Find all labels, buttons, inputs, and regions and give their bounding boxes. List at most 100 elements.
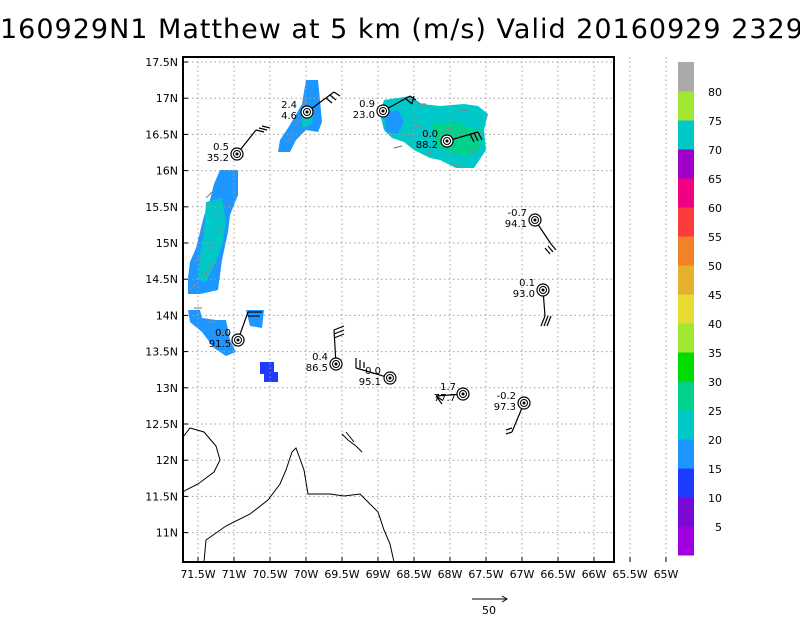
colorbar-label: 20 [708, 434, 722, 447]
station-value-bottom: 35.2 [207, 153, 229, 164]
lat-tick-label: 16N [156, 165, 178, 178]
wind-vector [301, 99, 307, 107]
wind-vector [216, 225, 223, 233]
lat-tick-label: 13N [156, 382, 178, 395]
wind-vector [213, 209, 221, 217]
colorbar-label: 40 [708, 318, 722, 331]
colorbar-segment [678, 207, 694, 237]
colorbar-label: 60 [708, 202, 722, 215]
station-value-bottom: 93.0 [513, 289, 535, 300]
lon-tick-label: 66.5W [540, 568, 575, 581]
wind-barb [333, 91, 341, 97]
wind-vector [411, 125, 421, 129]
wind-barb [547, 245, 554, 253]
colorbar-label: 10 [708, 492, 722, 505]
station-value-bottom: 77.7 [434, 393, 456, 404]
colorbar-segment [678, 91, 694, 121]
lon-tick-label: 68.5W [396, 568, 431, 581]
lat-tick-label: 11N [156, 527, 178, 540]
wind-vector [225, 342, 233, 347]
wind-barb [473, 132, 479, 142]
wind-vector [209, 261, 217, 268]
station-plot: 0.091.5 [209, 311, 262, 350]
lon-tick-label: 70W [294, 568, 319, 581]
station-ring-inner [233, 150, 241, 158]
lon-tick-label: 66W [582, 568, 607, 581]
station-value-bottom: 97.3 [494, 402, 516, 413]
coastline [182, 427, 395, 563]
station-value-bottom: 4.6 [281, 111, 297, 122]
station-plot: 0.193.0 [513, 278, 552, 327]
station-dot [533, 218, 537, 222]
station-value-top: 0.9 [359, 99, 375, 110]
lat-tick-label: 17N [156, 92, 178, 105]
wind-barb [546, 315, 552, 327]
colorbar-label: 50 [708, 260, 722, 273]
station-value-top: 0.4 [312, 352, 328, 363]
wind-barb [333, 329, 345, 335]
data-fill [188, 80, 488, 382]
station-dot [334, 362, 338, 366]
colorbar-label: 25 [708, 405, 722, 418]
station-value-top: 2.4 [281, 100, 297, 111]
colorbar-label: 80 [708, 86, 722, 99]
wind-barb [544, 247, 551, 255]
station-value-bottom: 86.5 [306, 363, 328, 374]
station-ring-inner [443, 137, 451, 145]
lon-tick-label: 67.5W [468, 568, 503, 581]
wind-vector [219, 331, 227, 337]
wind-vector [203, 269, 211, 276]
wind-barb [333, 325, 345, 331]
station-plot: -0.297.3 [494, 391, 531, 435]
colorbar: 5 10 15 20 25 30 35 40 45 50 55 60 65 70 75 80 [678, 62, 722, 556]
wind-barb [540, 315, 546, 327]
lat-tick-label: 15.5N [145, 201, 178, 214]
colorbar-segment [678, 265, 694, 295]
wind-barb [411, 95, 415, 105]
scale-arrow: 50 [472, 595, 508, 617]
wind-vector [205, 191, 213, 199]
station-plot: 0.486.5 [306, 325, 345, 374]
wind-vector [423, 151, 433, 155]
colorbar-label: 5 [715, 521, 722, 534]
colorbar-segment [678, 381, 694, 411]
lon-tick-label: 68W [438, 568, 463, 581]
wind-barb [477, 131, 483, 141]
colorbar-segment [678, 526, 694, 556]
wind-vector [445, 127, 455, 131]
station-ring-inner [234, 336, 242, 344]
colorbar-label: 55 [708, 231, 722, 244]
wind-barb [505, 431, 513, 435]
wind-barb [505, 427, 513, 431]
lat-tick-label: 14N [156, 309, 178, 322]
latitude-axis: 17.5N 17N 16.5N 16N 15.5N 15N 14.5N 14N 13.5N 13N… [145, 56, 188, 540]
station-ring-inner [303, 108, 311, 116]
station-value-top: 0.0 [422, 129, 438, 140]
lon-tick-label: 71W [222, 568, 247, 581]
colorbar-segment [678, 178, 694, 208]
wind-vector [393, 145, 403, 149]
lon-tick-label: 65W [654, 568, 679, 581]
station-dot [236, 338, 240, 342]
colorbar-segment [678, 323, 694, 353]
wind-vector [207, 243, 215, 251]
wind-vector [193, 255, 201, 263]
station-dot [445, 139, 449, 143]
colorbar-segment [678, 468, 694, 498]
station-dot [522, 401, 526, 405]
station-value-top: 0.5 [213, 142, 229, 153]
lon-tick-label: 71.5W [180, 568, 215, 581]
wind-barb [258, 127, 268, 131]
gridlines [183, 57, 667, 562]
wind-barb [543, 315, 549, 327]
wind-barb [255, 129, 265, 133]
wind-barb [329, 94, 337, 101]
station-value-bottom: 95.1 [359, 377, 381, 388]
wind-vector [199, 227, 207, 235]
station-ring-inner [520, 399, 528, 407]
station-ring-inner [379, 107, 387, 115]
station-plot: 1.777.7 [434, 382, 470, 405]
colorbar-segment [678, 352, 694, 382]
wind-barb [333, 333, 345, 339]
